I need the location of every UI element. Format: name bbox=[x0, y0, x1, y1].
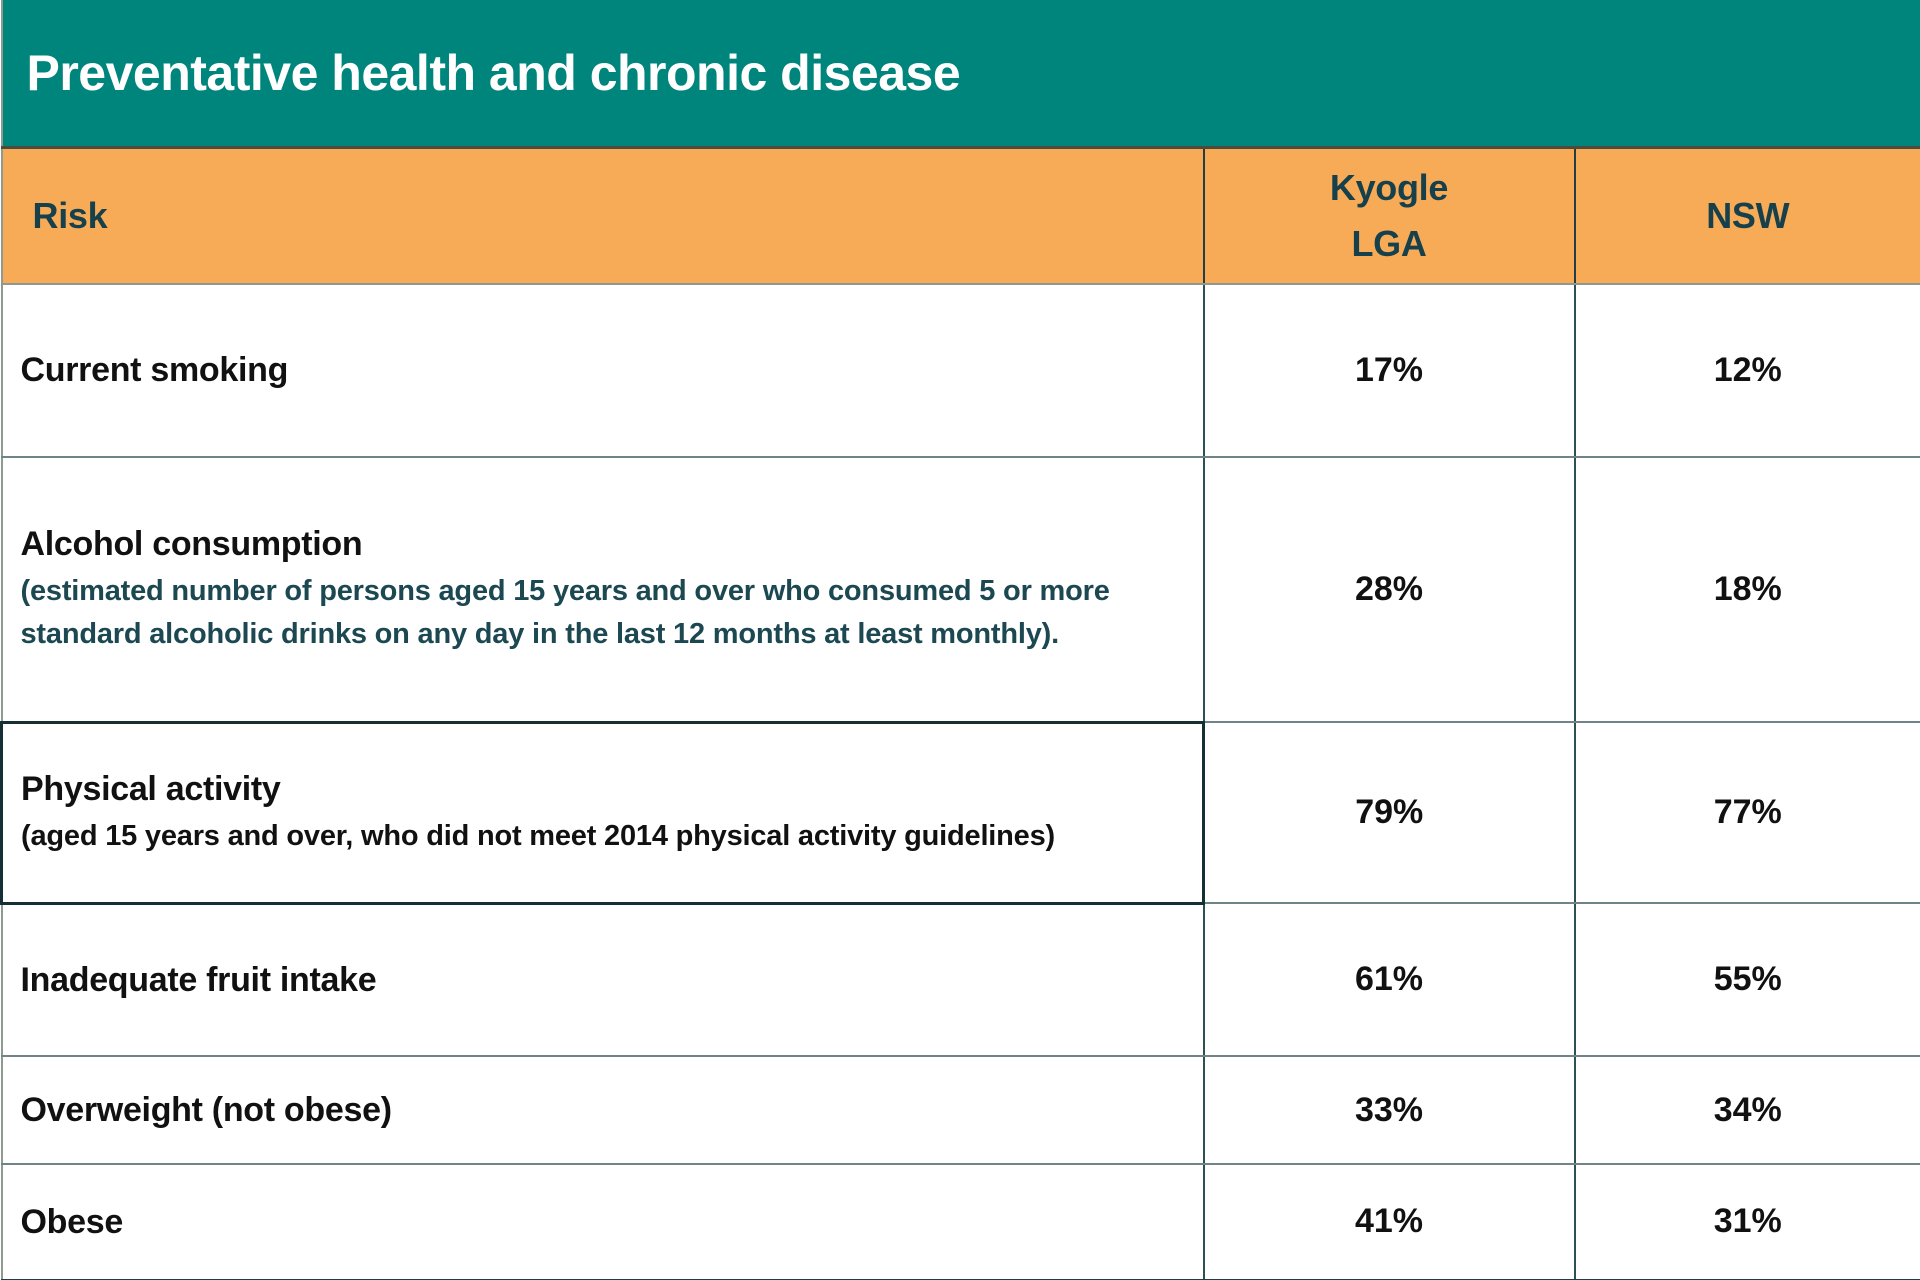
risk-label: Physical activity bbox=[21, 769, 281, 808]
title-row: Preventative health and chronic disease bbox=[1, 0, 1920, 149]
risk-label: Alcohol consumption bbox=[20, 524, 363, 563]
kyogle-value: 41% bbox=[1203, 1164, 1576, 1280]
nsw-value: 18% bbox=[1574, 457, 1920, 723]
kyogle-value: 33% bbox=[1203, 1056, 1576, 1165]
kyogle-value: 61% bbox=[1203, 903, 1576, 1057]
risk-cell: Overweight (not obese) bbox=[1, 1056, 1205, 1165]
nsw-value: 77% bbox=[1574, 722, 1920, 904]
kyogle-value: 17% bbox=[1203, 284, 1576, 458]
table-row-obese: Obese 41% 31% bbox=[1, 1164, 1920, 1280]
nsw-value: 12% bbox=[1574, 284, 1920, 458]
kyogle-value: 79% bbox=[1203, 722, 1576, 904]
risk-label: Overweight (not obese) bbox=[20, 1090, 393, 1129]
risk-note: (aged 15 years and over, who did not mee… bbox=[21, 819, 1055, 852]
risk-cell: Alcohol consumption (estimated number of… bbox=[1, 457, 1205, 723]
column-header-kyogle-lga: Kyogle LGA bbox=[1203, 147, 1576, 285]
kyogle-value: 28% bbox=[1203, 457, 1576, 723]
risk-label: Obese bbox=[20, 1202, 124, 1241]
column-header-nsw: NSW bbox=[1574, 147, 1920, 285]
nsw-value: 55% bbox=[1574, 903, 1920, 1057]
header-row: Risk Kyogle LGA NSW bbox=[1, 147, 1920, 285]
table-row-current-smoking: Current smoking 17% 12% bbox=[1, 284, 1920, 458]
nsw-value: 31% bbox=[1574, 1164, 1920, 1280]
risk-cell: Current smoking bbox=[1, 284, 1205, 458]
table-row-alcohol-consumption: Alcohol consumption (estimated number of… bbox=[1, 457, 1920, 723]
page-title: Preventative health and chronic disease bbox=[26, 44, 961, 101]
table-row-overweight: Overweight (not obese) 33% 34% bbox=[1, 1056, 1920, 1165]
table-row-inadequate-fruit-intake: Inadequate fruit intake 61% 55% bbox=[1, 903, 1920, 1057]
risk-cell-highlighted: Physical activity (aged 15 years and ove… bbox=[0, 720, 1205, 905]
risk-label: Inadequate fruit intake bbox=[20, 960, 377, 999]
risk-note: (estimated number of persons aged 15 yea… bbox=[20, 574, 1110, 651]
table-row-physical-activity: Physical activity (aged 15 years and ove… bbox=[0, 720, 1920, 905]
risk-cell: Inadequate fruit intake bbox=[1, 903, 1205, 1057]
column-header-risk: Risk bbox=[1, 147, 1205, 285]
risk-label: Current smoking bbox=[20, 351, 289, 390]
risk-cell: Obese bbox=[1, 1164, 1205, 1280]
nsw-value: 34% bbox=[1574, 1056, 1920, 1165]
title-bar: Preventative health and chronic disease bbox=[1, 0, 1920, 149]
